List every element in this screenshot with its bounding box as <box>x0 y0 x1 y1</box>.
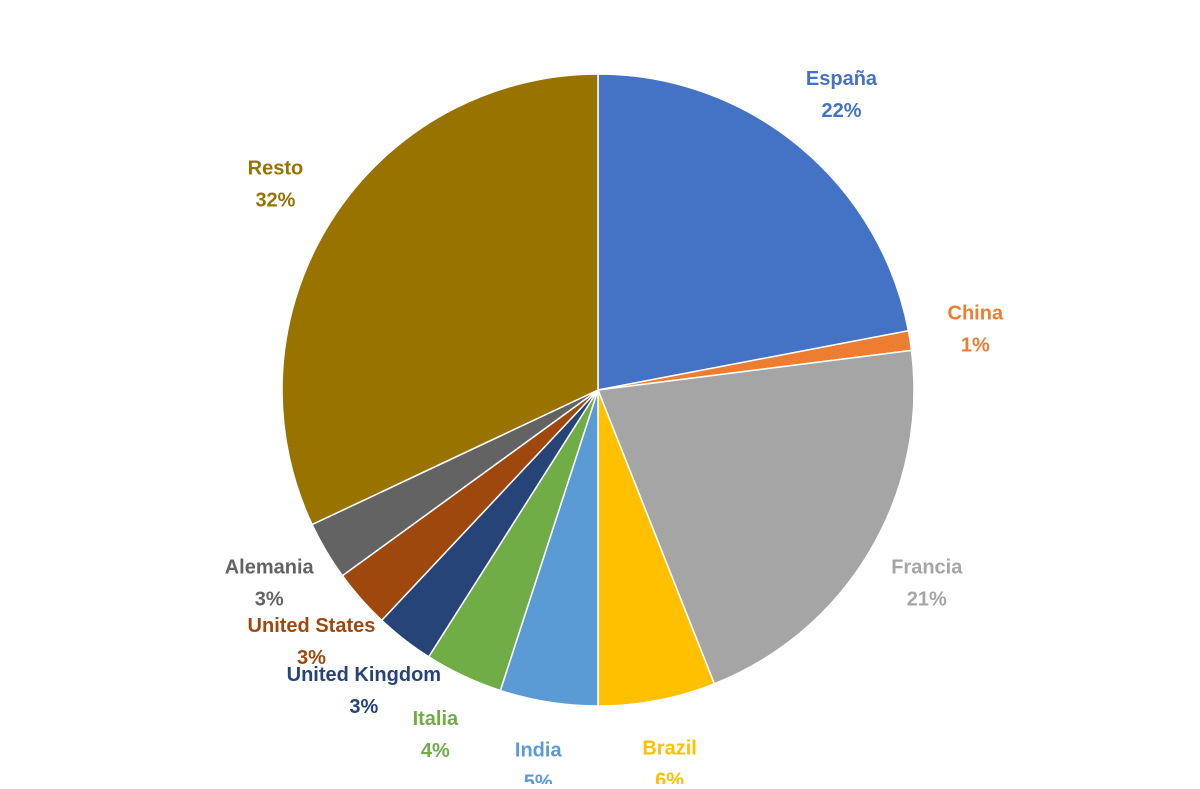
slice-value-label: 4% <box>421 740 450 762</box>
slice-value-label: 1% <box>961 335 990 357</box>
slice-label: United Kingdom <box>287 664 441 686</box>
slice-value-label: 32% <box>255 190 295 212</box>
slice-value-label: 3% <box>297 647 326 669</box>
slice-label: España <box>806 68 878 90</box>
slice-value-label: 6% <box>655 770 684 784</box>
slice-value-label: 5% <box>524 772 553 784</box>
slice-label: Alemania <box>225 557 315 579</box>
slice-value-label: 22% <box>821 100 861 122</box>
slice-label: Italia <box>413 708 459 730</box>
slice-label: Resto <box>248 158 304 180</box>
slice-label: Brazil <box>642 738 696 760</box>
slice-label: China <box>948 303 1004 325</box>
slice-label: United States <box>248 615 376 637</box>
slice-label: Francia <box>891 557 963 579</box>
pie-slice <box>281 73 599 526</box>
slice-value-label: 21% <box>907 589 947 611</box>
pie-slice <box>596 349 915 685</box>
pie-slice <box>597 73 910 391</box>
slice-value-label: 3% <box>349 696 378 718</box>
slice-label: India <box>515 740 563 762</box>
pie-slice <box>597 389 716 707</box>
slice-value-label: 3% <box>255 589 284 611</box>
